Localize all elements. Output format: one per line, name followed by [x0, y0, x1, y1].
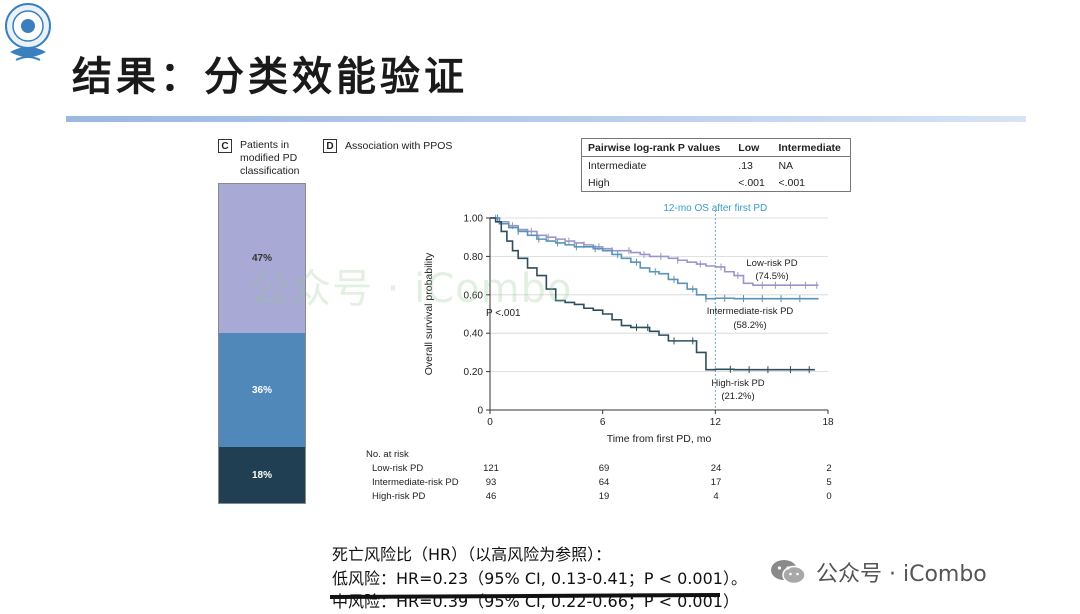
table-header-row: Pairwise log-rank P values Low Intermedi… — [581, 138, 851, 157]
table-row: High <.001 <.001 — [582, 174, 851, 192]
high-risk-percent: 18% — [251, 469, 272, 481]
risk-count: 121 — [483, 463, 499, 474]
risk-count: 4 — [713, 491, 719, 502]
risk-count: 64 — [598, 477, 610, 488]
y-tick-label: 0.60 — [464, 290, 484, 301]
intermediate-risk-percent: 36% — [251, 384, 272, 396]
series-end-value: (58.2%) — [733, 320, 766, 331]
panel-c-title: Patients in modified PD classification — [240, 139, 300, 178]
footer-hr-heading: 死亡风险比（HR）（以高风险为参照）： — [332, 545, 612, 564]
slide-title: 结果：分类效能验证 — [72, 54, 468, 100]
risk-count: 19 — [598, 491, 610, 502]
table-row: Intermediate .13 NA — [582, 157, 851, 175]
survival-curve — [490, 217, 815, 371]
panel-c-title-line: Patients in — [240, 139, 290, 151]
pd-classification-stacked-bar: 47% 36% 18% — [218, 183, 306, 504]
x-tick-label: 18 — [822, 417, 834, 428]
chart-labels: 12-mo OS after first PD P <.001 Low-risk P… — [486, 203, 798, 402]
panel-d-title: Association with PPOS — [345, 140, 453, 152]
panel-c-tag: C — [218, 139, 232, 153]
km-survival-chart: 0 0.20 0.40 0.60 0.80 1.00 0 6 12 18 Time from fir… — [423, 203, 834, 445]
y-tick-label: 0.40 — [464, 329, 484, 340]
title-divider — [66, 116, 1026, 122]
table-header: Pairwise log-rank P values — [581, 138, 733, 157]
risk-table-title: No. at risk — [366, 449, 409, 460]
risk-row-label: High-risk PD — [372, 491, 426, 502]
chart-series — [490, 214, 819, 374]
table-cell: .13 — [738, 160, 753, 172]
series-label: Intermediate-risk PD — [707, 306, 794, 317]
panel-c-title-line: classification — [240, 165, 300, 177]
wechat-badge: 公众号 · iCombo — [770, 556, 987, 588]
reference-line-label: 12-mo OS after first PD — [663, 203, 767, 214]
risk-count: 5 — [826, 477, 832, 488]
risk-count: 0 — [826, 491, 832, 502]
table-header: Intermediate — [772, 138, 851, 157]
table-cell: NA — [778, 160, 794, 172]
risk-count: 17 — [710, 477, 722, 488]
x-tick-label: 0 — [487, 417, 493, 428]
p-value-label: P <.001 — [486, 308, 521, 319]
risk-row-label: Intermediate-risk PD — [372, 477, 459, 488]
y-axis-label: Overall survival probability — [423, 252, 435, 375]
risk-count: 2 — [826, 463, 832, 474]
table-header: Low — [732, 138, 773, 157]
intermediate-risk-segment: 36% — [219, 333, 305, 447]
high-risk-segment: 18% — [219, 447, 305, 503]
footer-low-risk-hr: 低风险：HR=0.23（95% CI, 0.13-0.41；P < 0.001）… — [332, 569, 747, 588]
y-tick-label: 1.00 — [464, 214, 484, 225]
series-label: Low-risk PD — [746, 258, 797, 269]
chart-axes: 0 0.20 0.40 0.60 0.80 1.00 0 6 12 18 Time from fir… — [423, 210, 834, 445]
table-cell: <.001 — [778, 177, 806, 189]
x-axis-label: Time from first PD, mo — [607, 433, 712, 445]
risk-count: 24 — [710, 463, 722, 474]
footer-mid-risk-hr: 中风险：HR=0.39（95% CI, 0.22-0.66；P < 0.001） — [332, 592, 739, 611]
pairwise-logrank-table: Pairwise log-rank P values Low Intermedi… — [581, 138, 851, 192]
risk-count: 69 — [598, 463, 610, 474]
hospital-logo — [5, 3, 51, 61]
table-cell: High — [588, 177, 610, 189]
wechat-account-name: 公众号 · iCombo — [816, 562, 987, 587]
panel-d-tag: D — [323, 139, 337, 153]
series-end-value: (21.2%) — [721, 391, 754, 402]
risk-count: 93 — [485, 477, 497, 488]
low-risk-percent: 47% — [251, 253, 272, 264]
y-tick-label: 0 — [477, 406, 483, 417]
risk-row-label: Low-risk PD — [372, 463, 424, 474]
table-cell: <.001 — [738, 177, 765, 189]
table-cell: Intermediate — [588, 160, 647, 172]
low-risk-segment: 47% — [219, 184, 305, 333]
wechat-icon — [771, 560, 806, 585]
x-tick-label: 6 — [600, 417, 606, 428]
y-tick-label: 0.20 — [464, 367, 484, 378]
y-tick-label: 0.80 — [464, 252, 484, 263]
series-end-value: (74.5%) — [755, 271, 788, 282]
series-label: High-risk PD — [711, 378, 764, 389]
risk-count: 46 — [485, 491, 497, 502]
x-tick-label: 12 — [710, 417, 722, 428]
watermark: 公众号 · iCombo — [250, 266, 573, 312]
panel-c-title-line: modified PD — [240, 152, 298, 164]
